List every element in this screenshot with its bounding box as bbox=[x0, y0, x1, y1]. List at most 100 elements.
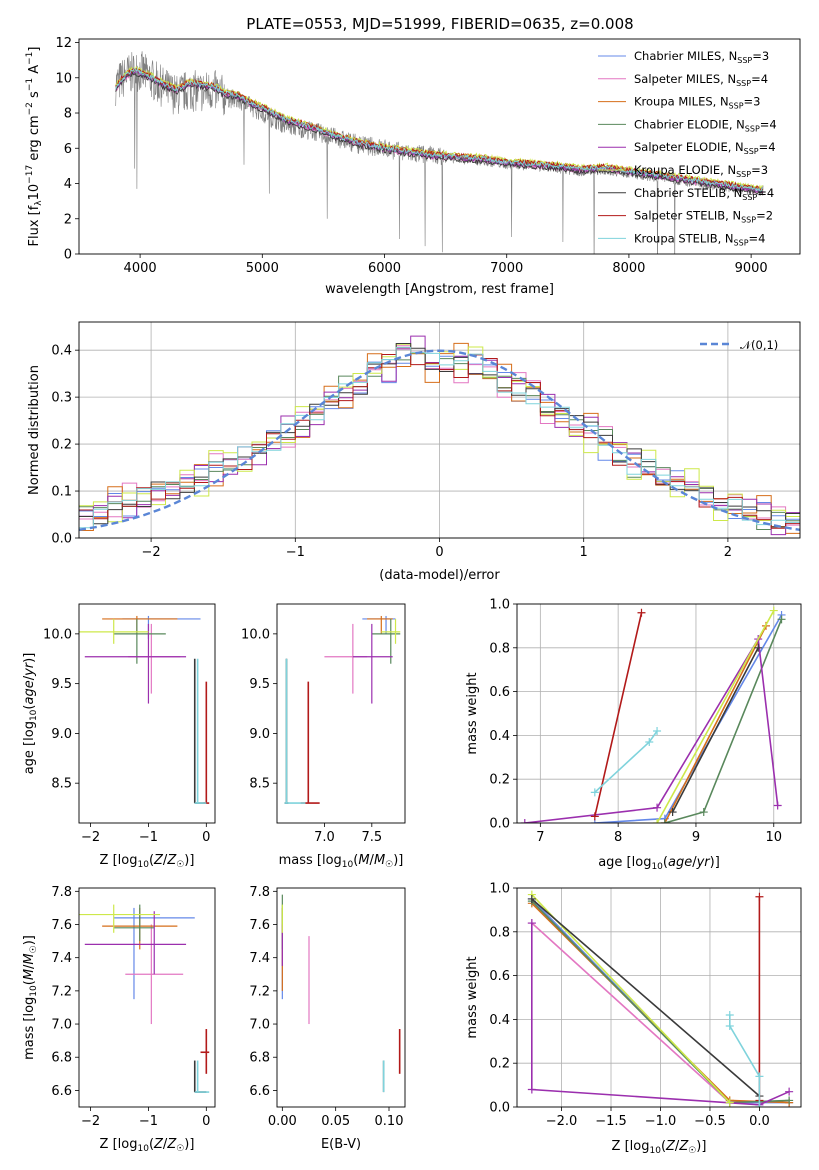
errorbar-point-7 bbox=[193, 1060, 207, 1093]
weight-line bbox=[531, 923, 790, 1106]
weight-line bbox=[594, 730, 658, 793]
x-tick-label: 0.00 bbox=[268, 1114, 297, 1129]
y-tick-label: 4 bbox=[64, 177, 72, 192]
weight-marker bbox=[785, 1096, 794, 1105]
legend-entry: Kroupa STELIB, NSSP=4 bbox=[634, 231, 765, 247]
x-axis-label: mass [log10(M/M☉)] bbox=[279, 853, 404, 870]
y-tick-label: 10.0 bbox=[43, 627, 72, 642]
x-tick-label: 8 bbox=[614, 830, 622, 845]
panel-age_vs_mass: 7.0 7.5 8.5 9.0 9.5 10.0 mass [log10(M/M☉)] bbox=[241, 603, 406, 870]
y-tick-label: 0.8 bbox=[489, 925, 510, 940]
weight-series-4 bbox=[660, 615, 786, 823]
errorbar-point-5 bbox=[84, 911, 187, 975]
x-axis-label: Z [log10(Z/Z☉)] bbox=[612, 1139, 707, 1156]
y-tick-label: 7.0 bbox=[51, 1018, 72, 1033]
errorbar-point-6 bbox=[381, 618, 401, 644]
weight-marker bbox=[769, 606, 778, 615]
y-tick-label: 0 bbox=[64, 248, 72, 263]
errorbar-point-5 bbox=[84, 623, 187, 704]
x-tick-label: 7.0 bbox=[314, 830, 335, 845]
y-tick-label: 0.2 bbox=[489, 1057, 510, 1072]
panel-residual_hist: −2 −1 0 1 2 0.0 0.1 0.2 0.3 0.4 𝒩(0,1) (data-model)… bbox=[27, 321, 801, 583]
y-tick-label: 6.6 bbox=[51, 1084, 72, 1099]
axes-frame bbox=[78, 38, 801, 255]
weight-line bbox=[671, 647, 759, 813]
y-tick-label: 7.4 bbox=[51, 951, 72, 966]
weight-marker bbox=[527, 919, 536, 928]
weight-line bbox=[664, 625, 767, 823]
y-tick-label: 7.8 bbox=[249, 885, 270, 900]
weight-marker bbox=[725, 1021, 734, 1030]
weight-line bbox=[656, 610, 775, 823]
x-tick-label: −1 bbox=[139, 1114, 158, 1129]
weight-line bbox=[594, 612, 643, 817]
legend-entry: Kroupa MILES, NSSP=3 bbox=[634, 95, 760, 111]
y-tick-label: 7.8 bbox=[51, 885, 72, 900]
weight-marker bbox=[773, 801, 782, 810]
x-tick-label: 8000 bbox=[612, 261, 645, 276]
plot-area bbox=[284, 615, 401, 804]
y-axis-label: mass weight bbox=[465, 956, 480, 1038]
weight-line bbox=[531, 894, 731, 1104]
y-axis-label: mass weight bbox=[465, 672, 480, 754]
weight-marker bbox=[653, 803, 662, 812]
weight-series-8 bbox=[590, 608, 646, 821]
errorbar-point-3 bbox=[367, 615, 393, 634]
y-tick-label: 7.2 bbox=[249, 984, 270, 999]
weight-marker bbox=[527, 894, 536, 903]
y-tick-label: 0.4 bbox=[51, 344, 72, 359]
errorbar-point-8 bbox=[200, 1029, 210, 1074]
x-tick-label: 7000 bbox=[490, 261, 523, 276]
errorbar-point-2 bbox=[324, 623, 368, 694]
axes-frame bbox=[276, 887, 406, 1108]
weight-marker bbox=[660, 819, 669, 823]
legend-entry: Chabrier ELODIE, NSSP=4 bbox=[634, 117, 777, 133]
x-axis-label: wavelength [Angstrom, rest frame] bbox=[325, 282, 554, 297]
x-tick-label: −1 bbox=[286, 545, 305, 560]
figure-title: PLATE=0553, MJD=51999, FIBERID=0635, z=0… bbox=[246, 15, 633, 33]
weight-marker bbox=[527, 1085, 536, 1094]
legend-entry: 𝒩(0,1) bbox=[740, 338, 778, 352]
errorbar-point-9 bbox=[284, 658, 306, 804]
y-tick-label: 0.6 bbox=[489, 685, 510, 700]
x-tick-label: 6000 bbox=[368, 261, 401, 276]
errorbar-point-9 bbox=[194, 658, 207, 804]
x-tick-label: 0 bbox=[435, 545, 443, 560]
panel-weight_vs_Z: −2.0 −1.5 −1.0 −0.5 0.0 0.0 0.2 0.4 0.6 0.8 1.0 Z [… bbox=[465, 882, 802, 1156]
plot-area bbox=[79, 904, 210, 1093]
y-tick-label: 9.5 bbox=[51, 677, 72, 692]
x-tick-label: 7.5 bbox=[361, 830, 382, 845]
weight-series-9 bbox=[725, 1011, 764, 1107]
y-tick-label: 0.0 bbox=[489, 1101, 510, 1116]
x-tick-label: −2.0 bbox=[546, 1114, 578, 1129]
y-tick-label: 0.6 bbox=[489, 969, 510, 984]
errorbar-point-5 bbox=[352, 623, 393, 704]
legend-entry: Chabrier STELIB, NSSP=4 bbox=[634, 186, 774, 202]
x-tick-label: 4000 bbox=[124, 261, 157, 276]
weight-marker bbox=[653, 727, 662, 736]
x-tick-label: 10 bbox=[765, 830, 782, 845]
weight-series-2 bbox=[527, 919, 734, 1107]
y-tick-label: 10 bbox=[55, 71, 72, 86]
axes-frame bbox=[78, 603, 216, 824]
y-tick-label: 1.0 bbox=[489, 598, 510, 613]
y-tick-label: 7.0 bbox=[249, 1018, 270, 1033]
weight-marker bbox=[777, 615, 786, 624]
x-tick-label: 5000 bbox=[246, 261, 279, 276]
plot-area bbox=[79, 335, 800, 536]
y-axis-label: age [log10(age/yr)] bbox=[22, 653, 39, 775]
panel-mass_vs_EBV: 0.00 0.05 0.10 6.6 6.8 7.0 7.2 7.4 7.6 7.8 E(B-V) bbox=[249, 885, 406, 1152]
x-tick-label: −2 bbox=[81, 830, 100, 845]
x-tick-label: −2 bbox=[142, 545, 161, 560]
axes-frame bbox=[78, 321, 801, 539]
x-axis-label: age [log10(age/yr)] bbox=[598, 855, 720, 872]
x-tick-label: 0.10 bbox=[375, 1114, 404, 1129]
weight-marker bbox=[645, 737, 654, 746]
plot-area bbox=[281, 894, 401, 1093]
x-tick-label: 2 bbox=[724, 545, 732, 560]
y-tick-label: 2 bbox=[64, 212, 72, 227]
errorbar-point-7 bbox=[193, 658, 207, 804]
weight-marker bbox=[755, 1103, 764, 1107]
y-tick-label: 0.3 bbox=[51, 391, 72, 406]
weight-marker bbox=[725, 1011, 734, 1020]
